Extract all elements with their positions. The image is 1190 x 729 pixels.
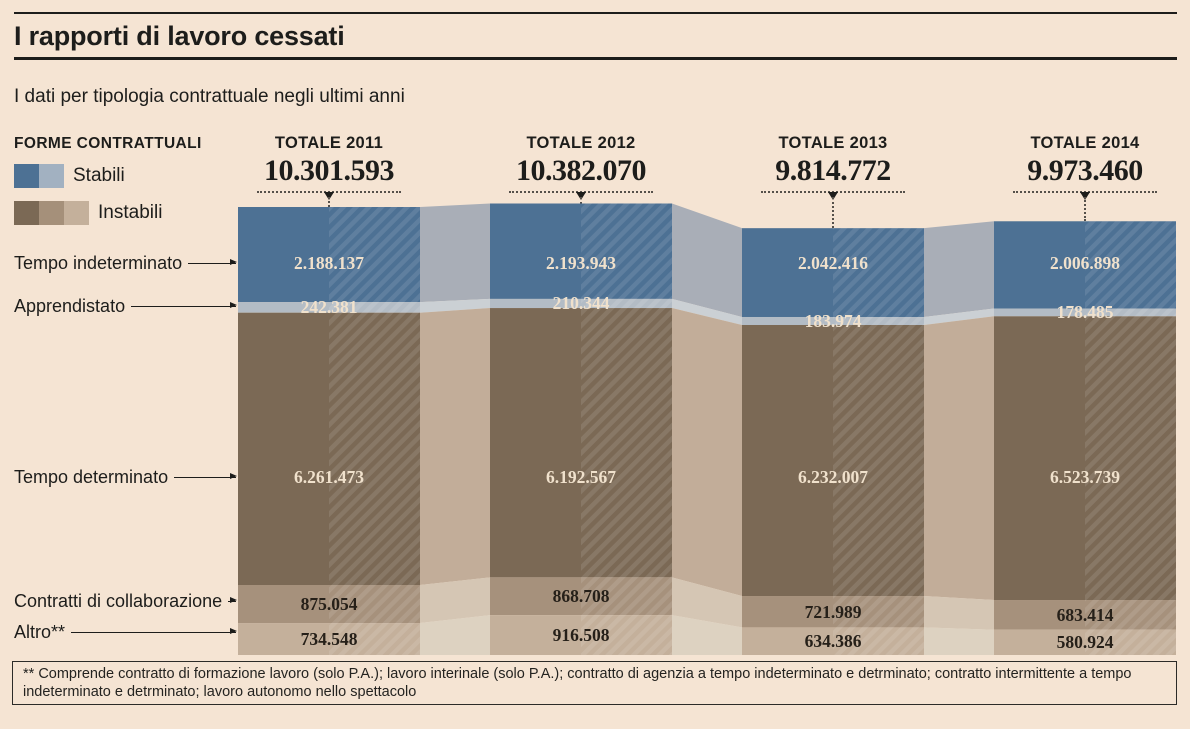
row-label-2: Tempo determinato [14, 466, 237, 488]
total-marker-triangle [828, 192, 838, 200]
title-rule [14, 57, 1177, 60]
total-header-value: 10.301.593 [264, 154, 395, 187]
row-label-0: Tempo indeterminato [14, 252, 237, 274]
total-header-value: 9.973.460 [1027, 154, 1143, 187]
bar-hatch-overlay [833, 228, 924, 655]
row-label-text: Altro** [14, 621, 66, 642]
flow-connector [924, 316, 994, 601]
flow-connector [420, 577, 490, 624]
row-label-arrow [71, 628, 237, 635]
row-label-arrow [188, 259, 237, 266]
total-header-label: TOTALE 2012 [526, 134, 636, 152]
bar-value-label: 183.974 [804, 310, 862, 331]
total-marker-stem [580, 197, 582, 204]
total-marker-stem [1084, 197, 1086, 222]
flow-connector [924, 596, 994, 630]
row-label-arrow [228, 597, 237, 604]
row-label-arrow [131, 302, 237, 309]
bar-value-label: 2.006.898 [1050, 253, 1120, 273]
legend-swatch [39, 164, 64, 188]
row-label-4: Altro** [14, 621, 237, 643]
row-label-3: Contratti di collaborazione [14, 590, 237, 612]
legend-item-1: Instabili [14, 201, 202, 225]
total-header-label: TOTALE 2014 [1030, 134, 1140, 152]
bar-value-label: 2.193.943 [546, 253, 616, 273]
bar-value-label: 868.708 [552, 586, 610, 607]
flow-connector [672, 577, 742, 628]
bar-value-label: 2.188.137 [294, 253, 364, 273]
bar-value-label: 634.386 [804, 631, 862, 652]
footnote-text: ** Comprende contratto di formazione lav… [23, 666, 1132, 700]
total-header-3: TOTALE 2014 9.973.460 [980, 134, 1190, 200]
bar-value-label: 721.989 [804, 601, 862, 622]
legend-item-0: Stabili [14, 164, 202, 188]
flow-connector [672, 308, 742, 597]
legend-swatch [39, 201, 64, 225]
row-label-text: Tempo indeterminato [14, 252, 183, 273]
bar-value-label: 242.381 [300, 297, 358, 318]
row-label-arrow [174, 473, 237, 480]
flow-connector [924, 221, 994, 317]
bar-hatch-overlay [1085, 221, 1176, 655]
legend-swatch [14, 201, 39, 225]
chart-subtitle: I dati per tipologia contrattuale negli … [14, 86, 405, 107]
total-header-1: TOTALE 2012 10.382.070 [476, 134, 686, 200]
row-label-text: Contratti di collaborazione [14, 590, 223, 611]
bar-hatch-overlay [329, 207, 420, 655]
flow-connector [420, 308, 490, 586]
page-title: I rapporti di lavoro cessati [14, 21, 345, 51]
legend-swatch [64, 201, 89, 225]
legend-item-label: Stabili [73, 165, 125, 186]
total-marker-triangle [576, 192, 586, 200]
bar-value-label: 6.523.739 [1050, 467, 1120, 487]
total-header-value: 10.382.070 [516, 154, 647, 187]
total-header-label: TOTALE 2011 [274, 134, 384, 152]
flow-connector [924, 627, 994, 655]
legend-title: FORME CONTRATTUALI [14, 135, 202, 152]
bar-hatch-overlay [581, 203, 672, 655]
flow-connector [672, 615, 742, 655]
row-label-text: Tempo determinato [14, 466, 169, 487]
bar-value-label: 580.924 [1056, 632, 1114, 653]
footnote-box: ** Comprende contratto di formazione lav… [12, 661, 1177, 705]
total-marker-stem [832, 197, 834, 229]
row-label-text: Apprendistato [14, 295, 126, 316]
top-rule [14, 12, 1177, 14]
bar-value-label: 210.344 [552, 293, 610, 314]
bar-value-label: 6.261.473 [294, 467, 364, 487]
flow-connector [420, 203, 490, 303]
total-header-value: 9.814.772 [775, 154, 891, 187]
flow-connector [672, 203, 742, 317]
bar-value-label: 2.042.416 [798, 253, 868, 273]
flow-connector [420, 298, 490, 313]
bar-value-label: 178.485 [1056, 302, 1114, 323]
total-marker-stem [328, 197, 330, 207]
total-header-label: TOTALE 2013 [778, 134, 888, 152]
bar-value-label: 916.508 [552, 625, 610, 646]
bar-value-label: 734.548 [300, 629, 358, 650]
total-marker-triangle [1080, 192, 1090, 200]
flow-connector [420, 615, 490, 655]
total-header-2: TOTALE 2013 9.814.772 [728, 134, 938, 200]
bar-value-label: 6.192.567 [546, 467, 616, 487]
legend-swatch [14, 164, 39, 188]
total-marker-triangle [324, 192, 334, 200]
legend-items: Stabili Instabili [14, 164, 202, 225]
flow-connector [672, 298, 742, 325]
total-header-0: TOTALE 2011 10.301.593 [224, 134, 434, 200]
legend-item-label: Instabili [98, 202, 163, 223]
bar-value-label: 683.414 [1056, 604, 1114, 625]
bar-value-label: 6.232.007 [798, 467, 868, 487]
legend: FORME CONTRATTUALI Stabili Instabili [14, 135, 202, 238]
bar-value-label: 875.054 [300, 594, 358, 615]
row-label-1: Apprendistato [14, 295, 237, 317]
flow-connector [924, 308, 994, 325]
